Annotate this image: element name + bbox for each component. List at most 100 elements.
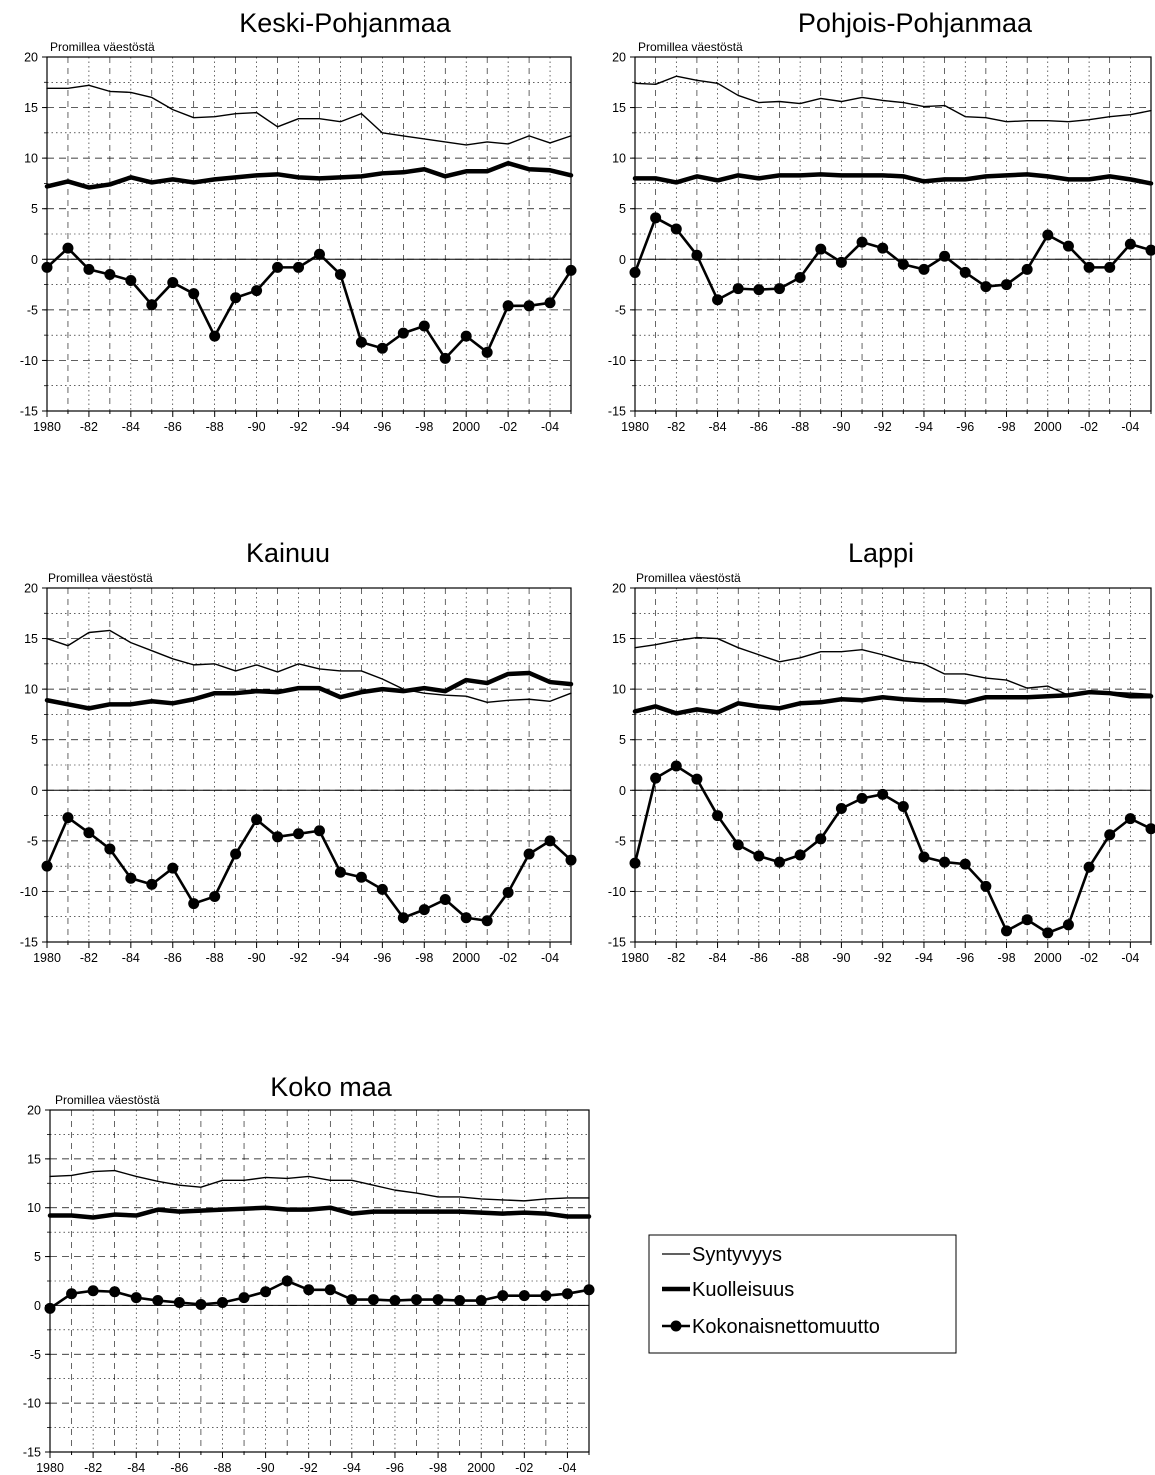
data-point	[629, 266, 641, 278]
y-tick-label: 0	[619, 784, 626, 798]
series-line-syntyvyys	[46, 84, 572, 146]
legend: Syntyvyys Kuolleisuus Kokonaisnettomuutt…	[648, 1234, 957, 1354]
data-point	[691, 249, 703, 261]
data-point	[146, 878, 158, 890]
x-tick-label: -96	[956, 420, 974, 434]
data-point	[209, 890, 221, 902]
x-tick-label: 1980	[33, 951, 61, 965]
y-tick-label: 10	[612, 152, 626, 166]
data-point	[334, 268, 346, 280]
x-tick-label: -96	[373, 420, 391, 434]
y-tick-label: 5	[619, 202, 626, 216]
data-point	[980, 880, 992, 892]
x-tick-label: -88	[791, 951, 809, 965]
data-point	[376, 342, 388, 354]
data-point	[502, 886, 514, 898]
chart-title: Kainuu	[246, 538, 330, 568]
x-tick-label: -86	[164, 951, 182, 965]
data-point	[130, 1292, 142, 1304]
x-tick-label: -84	[709, 420, 727, 434]
y-tick-label: -15	[23, 1446, 41, 1460]
data-point	[918, 263, 930, 275]
data-point	[152, 1295, 164, 1307]
series-line-kokonaisnettomuutto	[45, 816, 573, 923]
data-point	[835, 802, 847, 814]
y-tick-label: 0	[619, 253, 626, 267]
x-tick-label: -94	[331, 951, 349, 965]
data-point	[188, 288, 200, 300]
series-kokonaisnettomuutto	[41, 812, 577, 927]
y-tick-label: 0	[31, 784, 38, 798]
x-tick-label: 2000	[1034, 420, 1062, 434]
series-kuolleisuus	[632, 172, 1154, 186]
x-tick-label: -90	[248, 420, 266, 434]
data-point	[980, 281, 992, 293]
y-tick-label: -15	[20, 936, 38, 950]
y-tick-label: -10	[20, 354, 38, 368]
x-tick-label: -92	[289, 420, 307, 434]
data-point	[1062, 919, 1074, 931]
x-tick-label: -84	[709, 951, 727, 965]
data-point	[460, 330, 472, 342]
y-tick-label: 15	[612, 101, 626, 115]
x-tick-label: -90	[248, 951, 266, 965]
data-point	[293, 261, 305, 273]
x-tick-label: -92	[874, 420, 892, 434]
series-syntyvyys	[46, 84, 572, 146]
x-tick-label: -84	[122, 420, 140, 434]
data-point	[1021, 914, 1033, 926]
series-kokonaisnettomuutto	[41, 242, 577, 364]
x-tick-label: -82	[667, 951, 685, 965]
chart-title: Lappi	[848, 538, 914, 568]
series-kuolleisuus	[44, 670, 574, 711]
x-tick-label: -88	[206, 951, 224, 965]
data-point	[1083, 861, 1095, 873]
data-point	[367, 1294, 379, 1306]
data-point	[216, 1296, 228, 1308]
data-point	[939, 250, 951, 262]
data-point	[62, 242, 74, 254]
x-tick-label: -02	[1080, 951, 1098, 965]
data-point	[432, 1294, 444, 1306]
series-line-syntyvyys	[49, 1169, 590, 1202]
data-point	[1001, 925, 1013, 937]
data-point	[544, 297, 556, 309]
data-point	[753, 850, 765, 862]
x-tick-label: -84	[122, 951, 140, 965]
data-point	[650, 212, 662, 224]
series-syntyvyys	[46, 629, 572, 703]
data-point	[475, 1295, 487, 1307]
y-tick-label: 5	[34, 1250, 41, 1264]
data-point	[230, 292, 242, 304]
legend-label-kuolleisuus: Kuolleisuus	[692, 1279, 794, 1301]
data-point	[518, 1290, 530, 1302]
data-point	[230, 848, 242, 860]
x-tick-label: -86	[750, 420, 768, 434]
data-point	[523, 300, 535, 312]
y-tick-label: 10	[27, 1201, 41, 1215]
y-tick-label: 0	[31, 253, 38, 267]
x-tick-label: -88	[213, 1461, 231, 1475]
y-tick-label: 15	[612, 632, 626, 646]
y-tick-label: -10	[608, 354, 626, 368]
x-tick-label: -88	[791, 420, 809, 434]
data-point	[565, 264, 577, 276]
data-point	[583, 1284, 595, 1296]
series-line-kokonaisnettomuutto	[633, 216, 1153, 302]
x-tick-label: -96	[956, 951, 974, 965]
series-syntyvyys	[634, 636, 1152, 696]
data-point	[260, 1286, 272, 1298]
x-tick-label: 1980	[621, 951, 649, 965]
series-line-kuolleisuus	[632, 689, 1154, 716]
x-tick-label: -86	[170, 1461, 188, 1475]
data-point	[41, 860, 53, 872]
x-tick-label: -86	[750, 951, 768, 965]
x-tick-label: -04	[541, 951, 559, 965]
x-tick-label: 1980	[621, 420, 649, 434]
series-line-kokonaisnettomuutto	[45, 246, 573, 360]
chart-panel-keski-pohjanmaa: Keski-Pohjanmaa Promillea väestöstä -15 -10…	[20, 8, 577, 434]
data-point	[794, 271, 806, 283]
data-point	[411, 1294, 423, 1306]
data-point	[497, 1290, 509, 1302]
x-tick-label: -92	[289, 951, 307, 965]
